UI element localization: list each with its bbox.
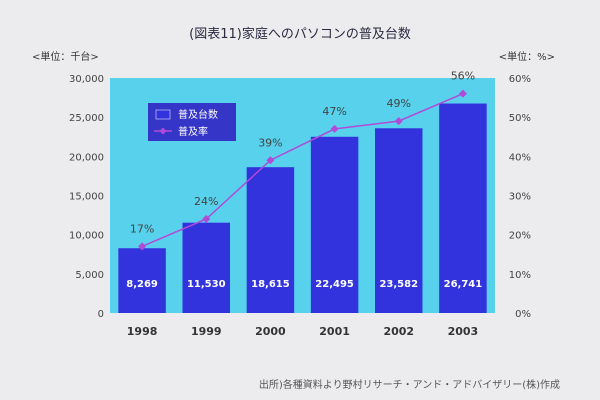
x-axis-ticks: 1998 1999 2000 2001 2002 2003 (127, 325, 478, 338)
x-tick-label: 2000 (255, 325, 286, 338)
bar-value-label: 22,495 (315, 279, 354, 290)
left-axis-unit: <単位：千台> (32, 50, 99, 63)
left-tick-label: 15,000 (69, 192, 104, 203)
left-tick-label: 25,000 (69, 113, 104, 124)
legend-line-label: 普及率 (178, 125, 208, 138)
bar-value-label: 23,582 (379, 279, 418, 290)
right-axis-ticks: 0% 10% 20% 30% 40% 50% 60% (509, 74, 531, 320)
legend-bar-swatch (155, 109, 171, 120)
bar (246, 167, 295, 313)
bar (310, 136, 359, 313)
rate-labels-group: 17% 24% 39% 47% 49% 56% (130, 70, 475, 236)
bar (118, 248, 166, 313)
left-tick-label: 10,000 (69, 231, 104, 242)
right-tick-label: 0% (515, 309, 531, 320)
rate-marker (394, 117, 403, 126)
right-tick-label: 10% (509, 270, 531, 281)
rate-value-label: 24% (194, 195, 218, 208)
rate-marker (330, 124, 339, 133)
left-tick-label: 5,000 (75, 270, 104, 281)
chart-title: (図表11)家庭へのパソコンの普及台数 (189, 26, 411, 42)
rate-value-label: 56% (451, 70, 475, 83)
legend-bar-label: 普及台数 (178, 108, 218, 121)
bar (182, 222, 230, 313)
bar-value-label: 26,741 (444, 279, 483, 290)
rate-line (141, 92, 464, 248)
legend-line-marker (159, 127, 167, 135)
legend: 普及台数 普及率 (148, 103, 236, 141)
right-tick-label: 60% (509, 74, 531, 85)
left-axis-ticks: 0 5,000 10,000 15,000 20,000 25,000 30,000 (69, 74, 104, 320)
x-tick-label: 2003 (448, 325, 479, 338)
right-tick-label: 40% (509, 152, 531, 163)
bar-value-label: 18,615 (251, 279, 290, 290)
rate-marker (266, 156, 275, 165)
x-tick-label: 1998 (127, 325, 158, 338)
right-axis-unit: <単位：%> (499, 50, 555, 63)
bars-group (118, 103, 487, 313)
bar-value-label: 11,530 (187, 279, 226, 290)
bar (375, 128, 423, 313)
rate-marker (458, 89, 467, 98)
right-tick-label: 30% (509, 192, 531, 203)
right-tick-label: 50% (509, 113, 531, 124)
bar (439, 103, 487, 313)
bar-value-label: 8,269 (126, 279, 158, 290)
source-note: 出所)各種資料より野村リサーチ・アンド・アドバイザリー(株)作成 (259, 378, 560, 391)
rate-value-label: 39% (258, 136, 282, 149)
left-tick-label: 30,000 (69, 74, 104, 85)
bar-labels-group: 8,269 11,530 18,615 22,495 23,582 26,741 (126, 279, 482, 290)
left-tick-label: 0 (98, 309, 104, 320)
left-tick-label: 20,000 (69, 152, 104, 163)
rate-marker (138, 242, 147, 251)
x-tick-label: 1999 (191, 325, 222, 338)
rate-markers-group (138, 89, 467, 251)
rate-value-label: 17% (130, 222, 154, 235)
right-tick-label: 20% (509, 231, 531, 242)
x-tick-label: 2002 (383, 325, 414, 338)
x-tick-label: 2001 (319, 325, 350, 338)
rate-value-label: 49% (387, 97, 411, 110)
rate-marker (202, 215, 211, 223)
legend-box (148, 103, 236, 141)
rate-value-label: 47% (322, 105, 346, 118)
